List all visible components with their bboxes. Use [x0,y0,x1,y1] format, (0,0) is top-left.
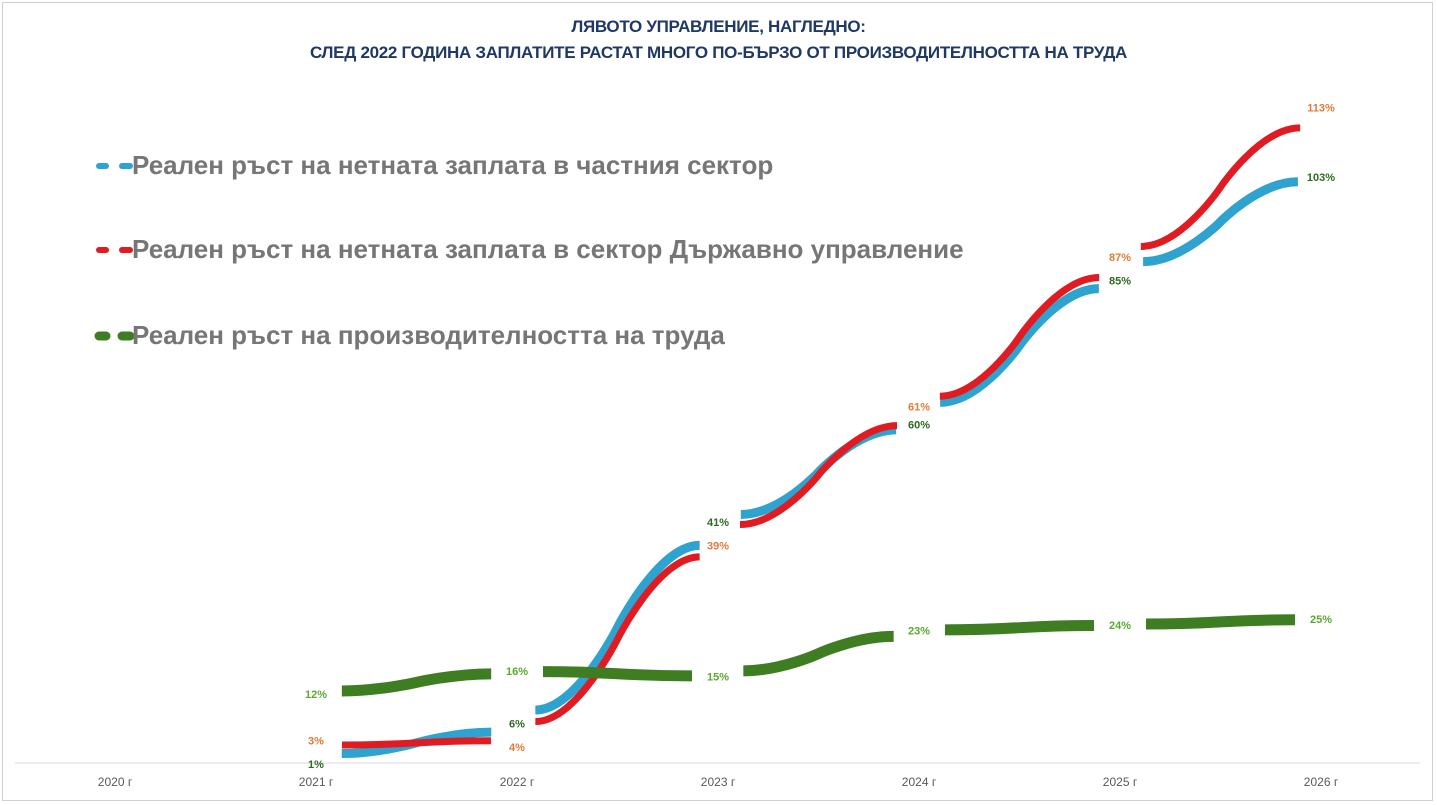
productivity-segment-4 [743,630,894,677]
public-sector-segment-6 [1140,124,1301,250]
public-sector-segment-5 [939,274,1100,400]
chart-title-block: ЛЯВОТО УПРАВЛЕНИЕ, НАГЛЕДНО: СЛЕД 2022 Г… [0,14,1437,66]
productivity-segment-2 [341,668,492,697]
private-sector-segment-5 [939,284,1100,407]
legend-label-public-sector: Реален ръст на нетната заплата в сектор … [132,234,964,264]
legend-label-private-sector: Реален ръст на нетната заплата в частния… [132,150,774,180]
public-sector-segment-2 [341,737,492,749]
productivity-data-label-6: 24% [1109,620,1131,632]
private-sector-data-label-4: 41% [707,517,729,529]
private-sector-segment-6 [1142,177,1299,267]
legend-swatch-public-sector [96,247,133,253]
chart-subtitle: СЛЕД 2022 ГОДИНА ЗАПЛАТИТЕ РАСТАТ МНОГО … [309,43,1128,62]
public-sector-data-label-5: 61% [908,402,930,414]
x-tick-label-3: 2022 г [500,775,535,789]
productivity-segment-5 [944,620,1095,636]
productivity-data-label-4: 15% [707,672,729,684]
series-public-sector [341,124,1301,749]
legend-swatch-productivity [94,331,134,341]
series-productivity [341,614,1296,697]
productivity-data-label-7: 25% [1310,614,1332,626]
public-sector-data-label-2: 3% [308,736,324,748]
x-tick-label-2: 2021 г [299,775,334,789]
x-tick-label-7: 2026 г [1304,775,1339,789]
public-sector-data-label-7: 113% [1307,102,1335,114]
public-sector-data-label-6: 87% [1109,252,1131,264]
public-sector-data-label-3: 4% [509,742,525,754]
public-sector-data-label-4: 39% [707,540,729,552]
public-sector-segment-4 [739,422,898,529]
productivity-data-label-2: 12% [305,689,327,701]
productivity-data-label-5: 23% [908,626,930,638]
public-sector-segment-3 [534,553,701,726]
productivity-segment-6 [1145,614,1296,630]
chart-title: ЛЯВОТО УПРАВЛЕНИЕ, НАГЛЕДНО: [571,17,866,36]
x-tick-label-1: 2020 г [98,775,133,789]
private-sector-data-label-7: 103% [1307,172,1335,184]
private-sector-data-label-2: 1% [308,759,324,771]
legend-swatch-private-sector [96,163,133,169]
private-sector-data-label-5: 60% [908,420,930,432]
productivity-segment-3 [542,666,693,682]
private-sector-data-label-3: 6% [509,718,525,730]
x-tick-label-4: 2023 г [701,775,736,789]
private-sector-data-label-6: 85% [1109,276,1131,288]
x-tick-label-5: 2024 г [902,775,937,789]
private-sector-segment-3 [534,540,701,715]
legend-label-productivity: Реален ръст на производителността на тру… [132,320,725,350]
productivity-data-label-3: 16% [506,666,528,678]
x-tick-label-6: 2025 г [1103,775,1138,789]
